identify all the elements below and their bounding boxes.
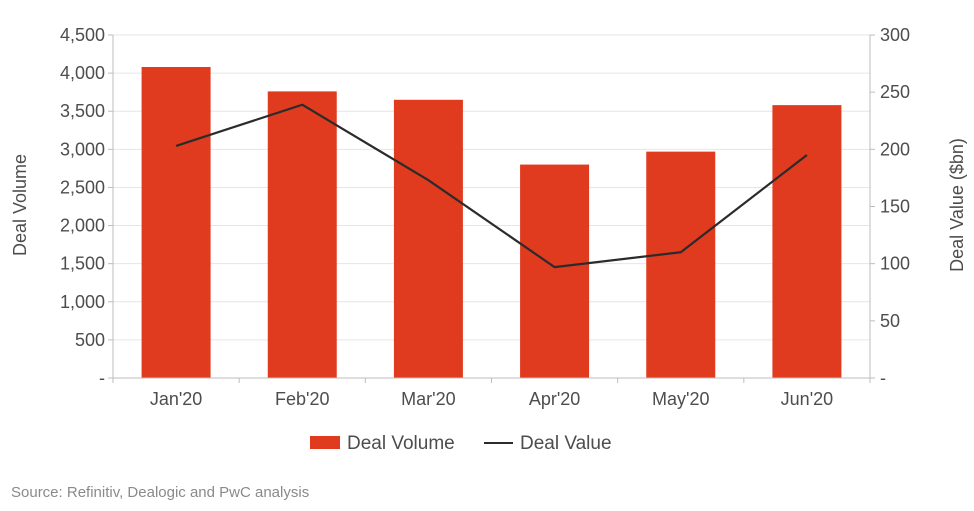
y-axis-right-title: Deal Value ($bn) xyxy=(947,138,967,272)
y-tick-label-left: - xyxy=(99,368,105,388)
y-tick-label-left: 3,500 xyxy=(60,101,105,121)
line-path xyxy=(175,103,808,269)
gridlines xyxy=(113,34,870,341)
legend-label-deal-value: Deal Value xyxy=(520,433,612,454)
y-tick-label-right: 300 xyxy=(880,25,910,45)
legend-swatch-deal-volume xyxy=(310,436,340,449)
axes: - 500 1,000 1,500 2,000 2,500 3,000 3,500 4,000 4… xyxy=(60,25,910,409)
x-tick-label: Mar'20 xyxy=(401,389,455,409)
y-axis-left-title: Deal Volume xyxy=(10,154,30,256)
y-tick-label-left: 2,500 xyxy=(60,177,105,197)
y-tick-label-right: 150 xyxy=(880,197,910,217)
bar xyxy=(772,105,842,378)
bar-series-deal-volume xyxy=(141,67,842,379)
line-series-deal-value xyxy=(175,103,808,269)
bar xyxy=(393,99,463,379)
x-tick-label: Jan'20 xyxy=(150,389,202,409)
source-note: Source: Refinitiv, Dealogic and PwC anal… xyxy=(11,484,310,501)
x-tick-label: Apr'20 xyxy=(529,389,580,409)
y-tick-label-right: 100 xyxy=(880,254,910,274)
bar xyxy=(141,67,211,378)
y-tick-label-right: - xyxy=(880,368,886,388)
y-tick-label-right: 250 xyxy=(880,82,910,102)
legend-label-deal-volume: Deal Volume xyxy=(347,433,455,454)
x-tick-label: Feb'20 xyxy=(275,389,329,409)
y-tick-label-left: 500 xyxy=(75,330,105,350)
legend: Deal Volume Deal Value xyxy=(310,433,612,454)
y-tick-label-left: 3,000 xyxy=(60,139,105,159)
y-tick-label-left: 2,000 xyxy=(60,216,105,236)
y-tick-label-right: 50 xyxy=(880,311,900,331)
y-tick-label-right: 200 xyxy=(880,139,910,159)
y-tick-label-left: 1,000 xyxy=(60,292,105,312)
bar xyxy=(646,151,716,378)
y-tick-label-left: 4,000 xyxy=(60,63,105,83)
y-tick-label-left: 1,500 xyxy=(60,254,105,274)
y-tick-label-left: 4,500 xyxy=(60,25,105,45)
x-tick-label: Jun'20 xyxy=(781,389,833,409)
x-tick-label: May'20 xyxy=(652,389,709,409)
bar xyxy=(520,164,590,378)
bar xyxy=(267,91,337,378)
